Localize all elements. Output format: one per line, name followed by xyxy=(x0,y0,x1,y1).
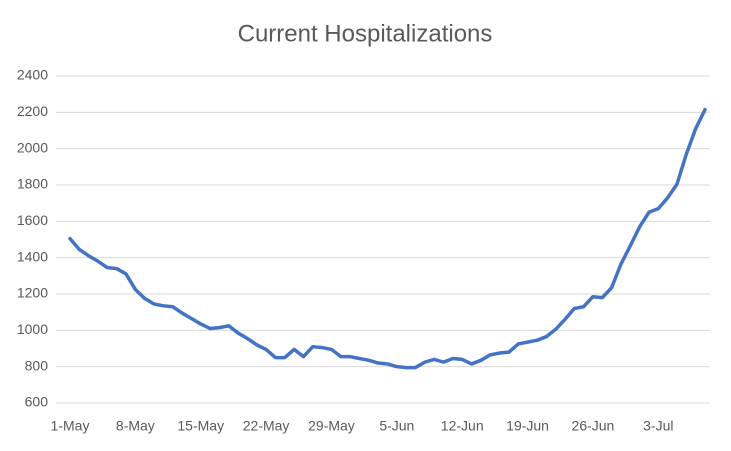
y-tick-label: 1200 xyxy=(17,285,48,301)
x-tick-label: 12-Jun xyxy=(441,418,484,434)
x-tick-label: 1-May xyxy=(51,418,90,434)
x-tick-label: 19-Jun xyxy=(506,418,549,434)
y-tick-label: 1000 xyxy=(17,321,48,337)
chart-title: Current Hospitalizations xyxy=(238,20,493,47)
x-tick-label: 3-Jul xyxy=(643,418,673,434)
y-tick-label: 1400 xyxy=(17,248,48,264)
x-tick-label: 15-May xyxy=(177,418,224,434)
x-tick-label: 5-Jun xyxy=(379,418,414,434)
y-tick-label: 600 xyxy=(25,394,49,410)
y-tick-label: 1800 xyxy=(17,176,48,192)
y-tick-label: 2400 xyxy=(17,67,48,83)
y-tick-label: 2200 xyxy=(17,103,48,119)
x-tick-label: 22-May xyxy=(243,418,290,434)
y-tick-label: 2000 xyxy=(17,139,48,155)
x-tick-label: 8-May xyxy=(116,418,155,434)
y-tick-label: 1600 xyxy=(17,212,48,228)
x-tick-label: 26-Jun xyxy=(572,418,615,434)
y-tick-label: 800 xyxy=(25,357,49,373)
line-series xyxy=(68,107,707,370)
x-tick-label: 29-May xyxy=(308,418,355,434)
